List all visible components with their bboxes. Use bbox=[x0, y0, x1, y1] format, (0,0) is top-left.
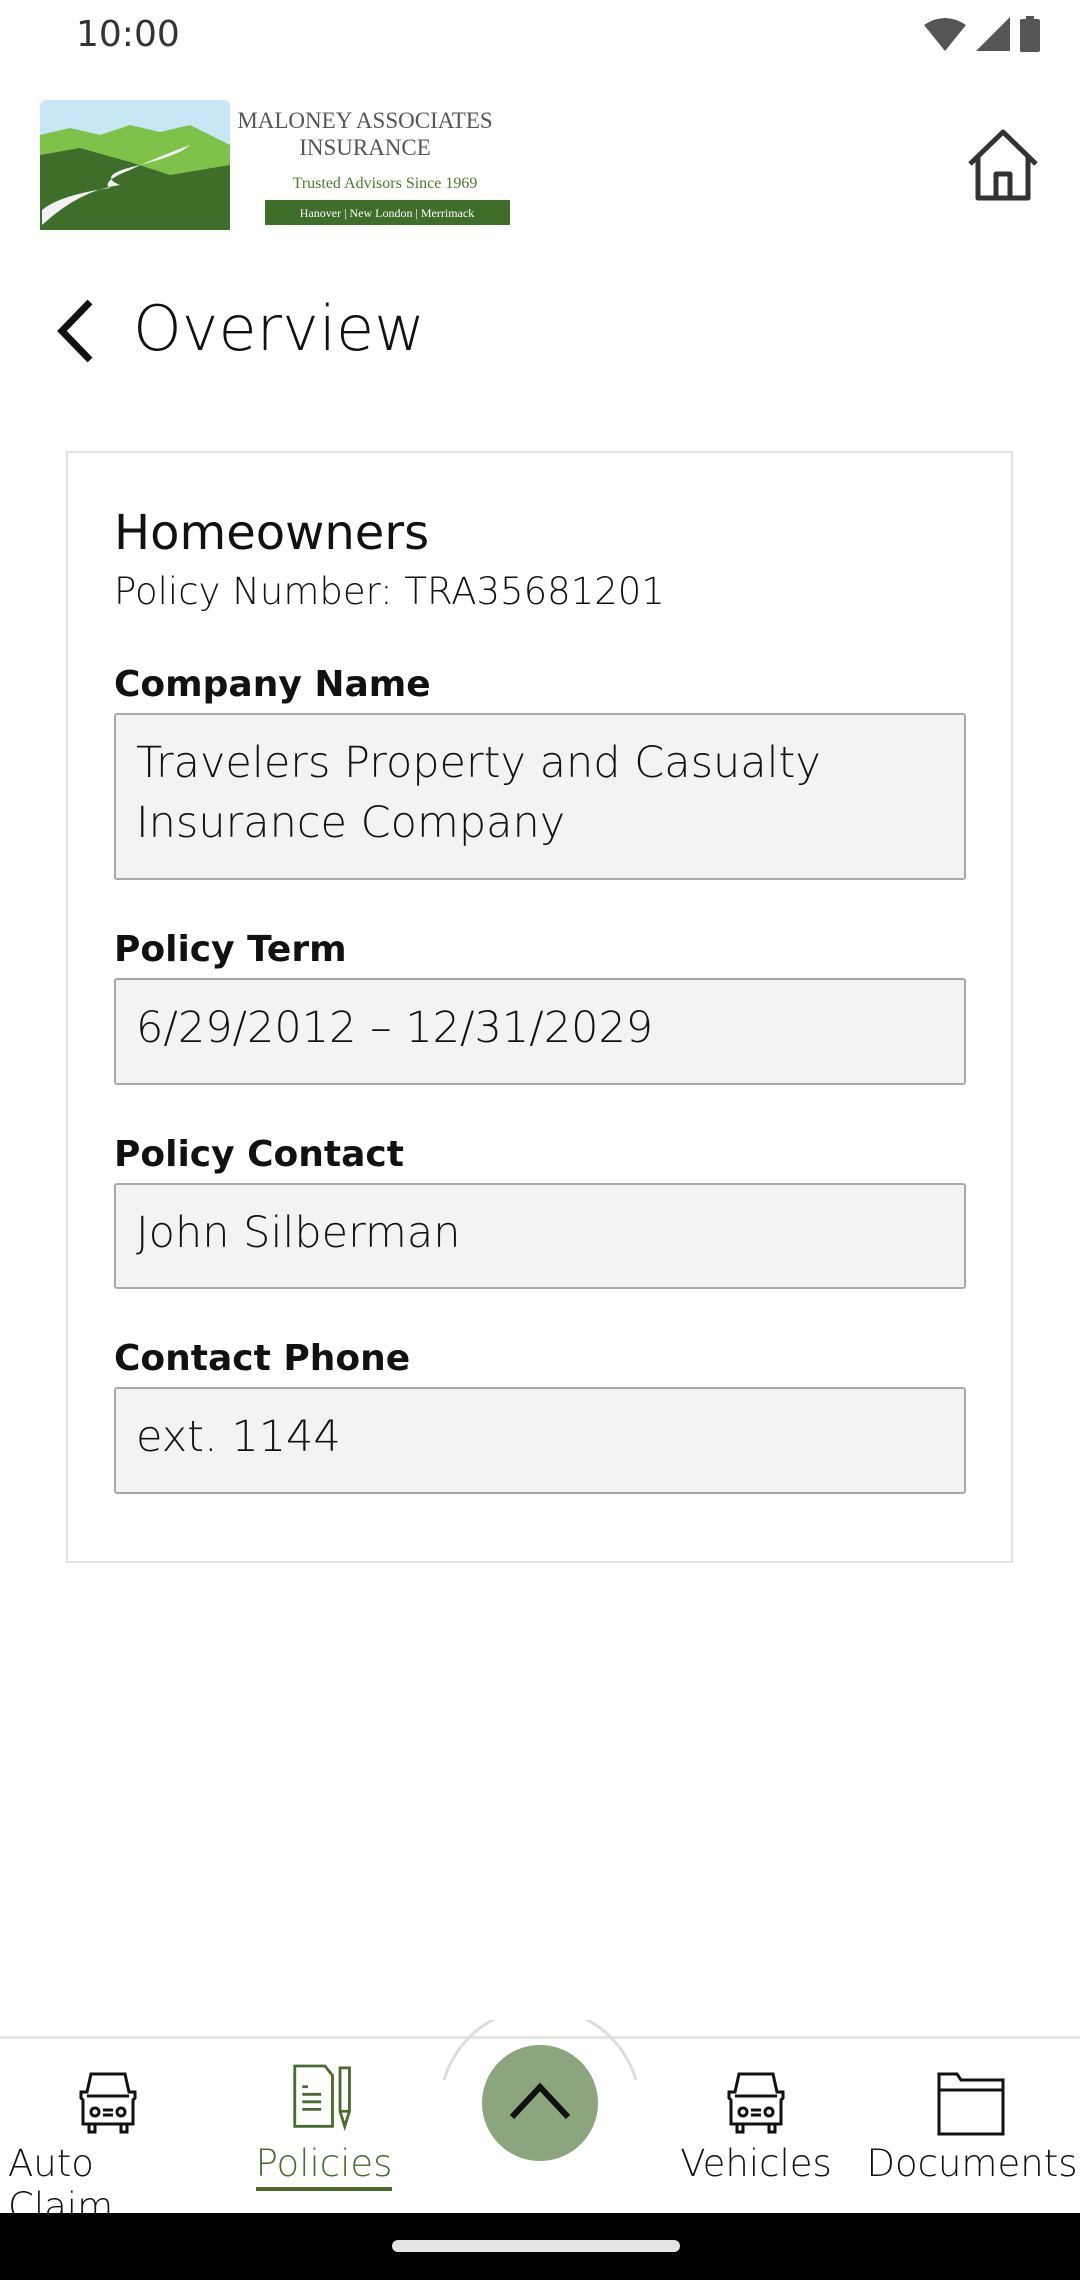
company-logo: MALONEY ASSOCIATES INSURANCE Trusted Adv… bbox=[40, 100, 520, 230]
policy-card bbox=[66, 451, 1013, 1563]
car-icon bbox=[79, 2072, 137, 2134]
home-icon[interactable] bbox=[966, 128, 1040, 202]
nav-label: Policies bbox=[255, 2142, 393, 2191]
fab-arc bbox=[442, 2020, 638, 2081]
policy-term-label: Policy Term bbox=[114, 929, 347, 970]
home-gesture-handle[interactable] bbox=[392, 2240, 680, 2252]
company-name-field: Travelers Property and Casualty Insuranc… bbox=[114, 713, 966, 880]
nav-vehicles[interactable]: Vehicles bbox=[656, 2070, 856, 2185]
svg-text:INSURANCE: INSURANCE bbox=[299, 135, 431, 160]
wifi-icon bbox=[924, 18, 966, 51]
svg-text:Trusted Advisors Since 1969: Trusted Advisors Since 1969 bbox=[293, 175, 478, 192]
signal-icon bbox=[976, 17, 1010, 51]
contact-phone-field: ext. 1144 bbox=[114, 1387, 966, 1494]
contact-phone-label: Contact Phone bbox=[114, 1338, 411, 1379]
page-title: Overview bbox=[133, 292, 425, 365]
policy-type: Homeowners bbox=[114, 505, 430, 561]
nav-label: Documents bbox=[866, 2142, 1078, 2185]
nav-policies[interactable]: Policies bbox=[224, 2062, 424, 2191]
nav-documents[interactable]: Documents bbox=[866, 2070, 1078, 2185]
nav-auto-claim[interactable]: Auto Claim bbox=[8, 2070, 208, 2228]
company-name-label: Company Name bbox=[114, 664, 431, 705]
back-chevron-icon[interactable] bbox=[52, 296, 102, 366]
policy-contact-label: Policy Contact bbox=[114, 1134, 404, 1175]
policy-document-icon bbox=[293, 2064, 351, 2132]
expand-menu-button[interactable] bbox=[482, 2045, 598, 2161]
nav-label: Vehicles bbox=[680, 2142, 832, 2185]
policy-contact-field: John Silberman bbox=[114, 1183, 966, 1289]
svg-text:MALONEY ASSOCIATES: MALONEY ASSOCIATES bbox=[237, 108, 492, 133]
car-icon bbox=[727, 2072, 785, 2134]
bottom-nav-divider bbox=[0, 2036, 1080, 2039]
status-icons bbox=[924, 16, 1040, 52]
chevron-up-icon bbox=[509, 2082, 571, 2120]
policy-term-field: 6/29/2012 – 12/31/2029 bbox=[114, 978, 966, 1085]
policy-number: Policy Number: TRA35681201 bbox=[114, 570, 665, 613]
status-time: 10:00 bbox=[76, 14, 180, 55]
folder-icon bbox=[937, 2072, 1005, 2136]
svg-text:Hanover | New London | Merrima: Hanover | New London | Merrimack bbox=[300, 206, 474, 220]
battery-icon bbox=[1020, 16, 1040, 52]
